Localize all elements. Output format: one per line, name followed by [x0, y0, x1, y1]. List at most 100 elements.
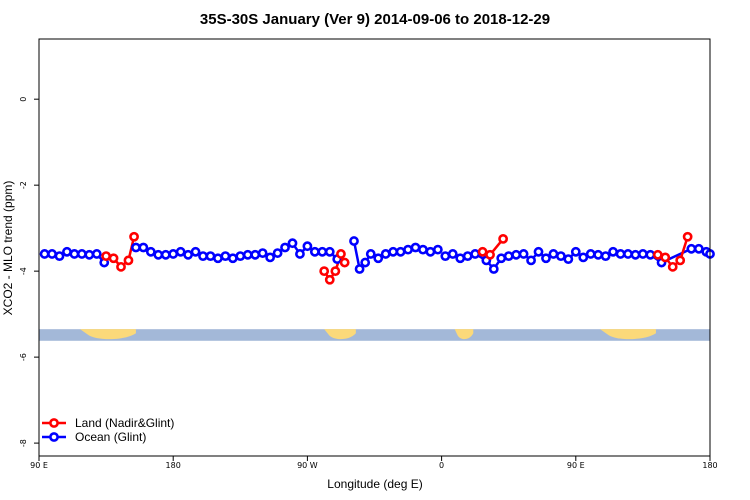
land-mass — [80, 329, 136, 340]
ocean-series-point — [62, 246, 72, 257]
x-tick-label: 90 E — [567, 461, 585, 470]
ocean-series-point — [280, 242, 290, 253]
ocean-series-point — [287, 238, 298, 249]
ocean-series-point — [242, 249, 253, 260]
ocean-series-point — [470, 249, 481, 259]
ocean-series-point — [198, 251, 208, 261]
x-tick-label: 180 — [702, 461, 717, 470]
ocean-series-point — [153, 249, 164, 260]
ocean-series-point — [213, 253, 223, 264]
x-axis-label: Longitude (deg E) — [327, 477, 422, 491]
ocean-series-point — [131, 242, 141, 253]
ocean-series-point — [91, 249, 102, 259]
ocean-series-point — [205, 251, 216, 261]
land-series-point — [675, 255, 686, 266]
ocean-series-point — [265, 252, 276, 263]
ocean-series-point — [227, 253, 238, 264]
ocean-series-point — [250, 249, 261, 260]
ocean-series-point — [349, 236, 359, 246]
land-series-point — [667, 261, 678, 272]
ocean-series-point — [220, 251, 231, 261]
ocean-series-point — [600, 251, 611, 261]
legend-label: Land (Nadir&Glint) — [75, 416, 174, 430]
ocean-series-point — [272, 248, 283, 258]
land-mass — [324, 329, 356, 340]
ocean-series-point — [418, 244, 428, 255]
land-mass — [454, 329, 474, 340]
ocean-series-point — [462, 251, 473, 261]
y-tick-label: -8 — [19, 439, 28, 447]
land-series-point — [477, 246, 488, 257]
ocean-series-point — [317, 246, 328, 257]
ocean-series-point — [175, 246, 186, 257]
ocean-series-point — [360, 257, 371, 268]
ocean-series-point — [302, 241, 313, 252]
ocean-series-point — [388, 246, 399, 257]
land-series-point — [330, 266, 341, 277]
ocean-series-point — [488, 264, 499, 274]
ocean-series-point — [410, 242, 421, 253]
ocean-series-point — [257, 248, 268, 258]
ocean-series-point — [69, 249, 80, 259]
ocean-series-point — [447, 249, 458, 259]
ocean-series-point — [76, 249, 87, 259]
ocean-series-point — [526, 255, 536, 266]
ocean-series-point — [160, 249, 171, 260]
x-tick-label: 0 — [439, 461, 444, 470]
land-series-point — [339, 257, 350, 268]
ocean-series-point — [47, 249, 57, 259]
ocean-series-point — [548, 249, 559, 259]
ocean-series-point — [190, 246, 201, 257]
ocean-series-point — [511, 249, 522, 260]
ocean-series-point — [54, 251, 65, 261]
x-tick-label: 180 — [166, 461, 181, 470]
ocean-series-point — [309, 246, 320, 257]
ocean-series-point — [503, 251, 514, 261]
ocean-series-point — [623, 249, 633, 259]
ocean-series-point — [84, 249, 95, 260]
land-ocean-band — [39, 329, 710, 341]
ocean-series-point — [615, 249, 626, 259]
ocean-band — [39, 329, 710, 341]
ocean-series-point — [403, 244, 413, 255]
ocean-series-point — [541, 253, 551, 264]
plot-frame — [38, 38, 711, 457]
ocean-series-point — [455, 253, 466, 264]
ocean-series-point — [39, 249, 50, 259]
land-mass — [600, 329, 656, 340]
y-axis-label: XCO2 - MLO trend (ppm) — [1, 181, 15, 316]
y-tick-label: 0 — [19, 97, 28, 102]
land-series-point — [108, 253, 119, 264]
legend: Land (Nadir&Glint)Ocean (Glint) — [42, 416, 174, 444]
ocean-series-point — [585, 249, 596, 259]
land-series-point — [324, 274, 335, 285]
y-tick-label: -6 — [19, 353, 28, 361]
legend-marker — [49, 418, 59, 428]
ocean-series-point — [608, 246, 618, 257]
ocean-series-point — [555, 251, 566, 261]
x-tick-label: 90 E — [30, 461, 48, 470]
ocean-series-point — [295, 249, 305, 259]
land-series-point — [101, 251, 111, 261]
ocean-series-point — [563, 254, 574, 265]
ocean-series-point — [425, 246, 436, 257]
ocean-series-point — [518, 249, 529, 259]
land-series-point — [123, 255, 134, 266]
land-series-point — [660, 252, 671, 263]
ocean-series-point — [593, 249, 604, 260]
land-series-point — [116, 261, 126, 272]
x-tick-label: 90 W — [297, 461, 318, 470]
ocean-series-point — [440, 251, 451, 261]
series-layer — [39, 231, 715, 285]
x-axis-ticks: 90 E 180 90 W 0 90 E 180 — [30, 456, 718, 470]
y-tick-label: -2 — [19, 181, 28, 189]
ocean-series-point — [373, 253, 384, 264]
ocean-series-point — [570, 246, 581, 257]
ocean-series-point — [324, 246, 335, 257]
legend-label: Ocean (Glint) — [75, 430, 146, 444]
ocean-series-point — [578, 252, 589, 263]
land-series-point — [485, 249, 495, 260]
ocean-series-point — [168, 249, 179, 259]
ocean-series-point — [638, 249, 648, 259]
